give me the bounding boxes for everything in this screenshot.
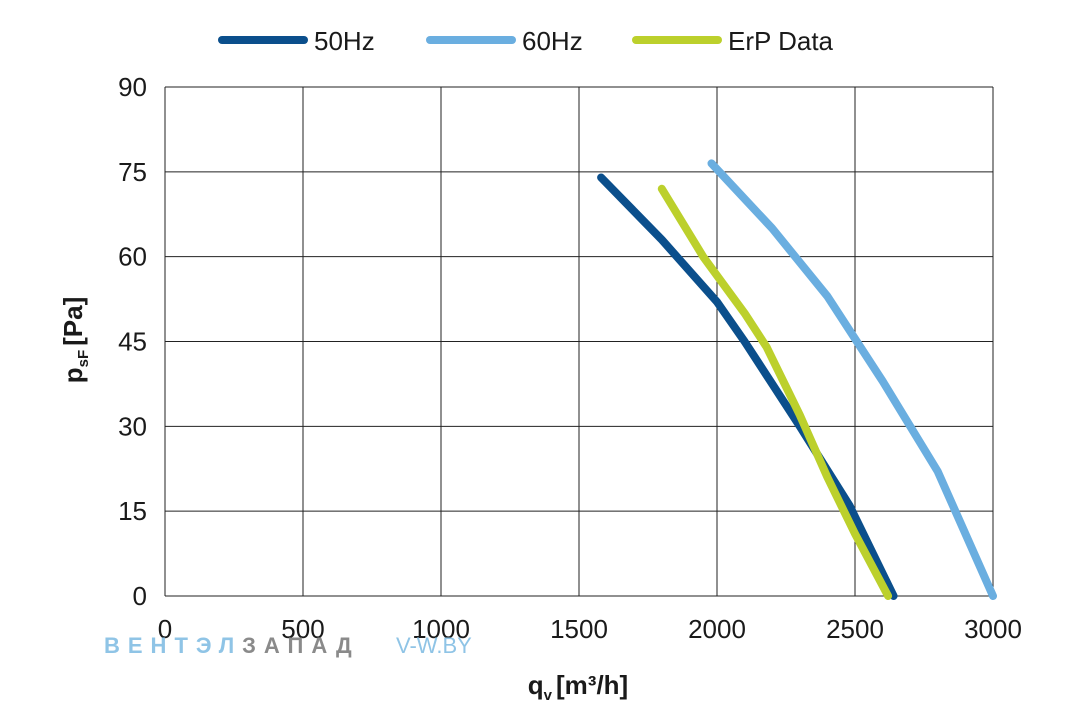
grid — [164, 86, 994, 597]
series-line-erp-data — [657, 184, 893, 600]
x-tick-label: 2500 — [826, 614, 884, 644]
series-line-50hz — [597, 173, 898, 600]
x-tick-label: 1500 — [550, 614, 608, 644]
y-tick-label: 60 — [118, 242, 147, 272]
watermark: ВЕНТЭЛЗАПАД V-W.BY — [104, 633, 472, 658]
x-tick-label: 1000 — [412, 614, 470, 644]
legend-label: 60Hz — [522, 26, 583, 56]
x-axis-title: qv [m³/h] — [528, 670, 628, 704]
x-tick-label: 2000 — [688, 614, 746, 644]
legend-label: ErP Data — [728, 26, 834, 56]
y-axis-title-unit: [Pa] — [58, 297, 88, 346]
x-tick-label: 500 — [281, 614, 324, 644]
y-axis-title-main: p — [58, 367, 88, 383]
svg-text:ВЕНТЭЛЗАПАД: ВЕНТЭЛЗАПАД — [104, 633, 360, 658]
legend: 50Hz 60Hz ErP Data — [218, 26, 834, 56]
watermark-part1: ВЕНТЭЛ — [104, 633, 242, 658]
y-tick-label: 30 — [118, 411, 147, 441]
x-axis-title-unit: [m³/h] — [556, 670, 628, 700]
y-tick-label: 75 — [118, 157, 147, 187]
y-tick-label: 0 — [133, 581, 147, 611]
y-tick-label: 90 — [118, 72, 147, 102]
y-tick-label: 45 — [118, 327, 147, 357]
y-axis-title: psF [Pa] — [58, 297, 92, 384]
watermark-part2: ЗАПАД — [242, 633, 360, 658]
x-axis-title-sub: v — [544, 687, 553, 704]
x-axis-title-main: q — [528, 670, 544, 700]
series-lines — [597, 159, 997, 600]
y-axis-title-sub: sF — [75, 350, 92, 368]
tick-labels: 0 15 30 45 60 75 90 0 500 1000 1500 2000 2500 3000 — [118, 72, 1022, 644]
watermark-url: V-W.BY — [396, 633, 472, 658]
legend-label: 50Hz — [314, 26, 375, 56]
series-line-60hz — [707, 159, 997, 600]
x-tick-label: 3000 — [964, 614, 1022, 644]
x-tick-label: 0 — [158, 614, 172, 644]
y-tick-label: 15 — [118, 496, 147, 526]
